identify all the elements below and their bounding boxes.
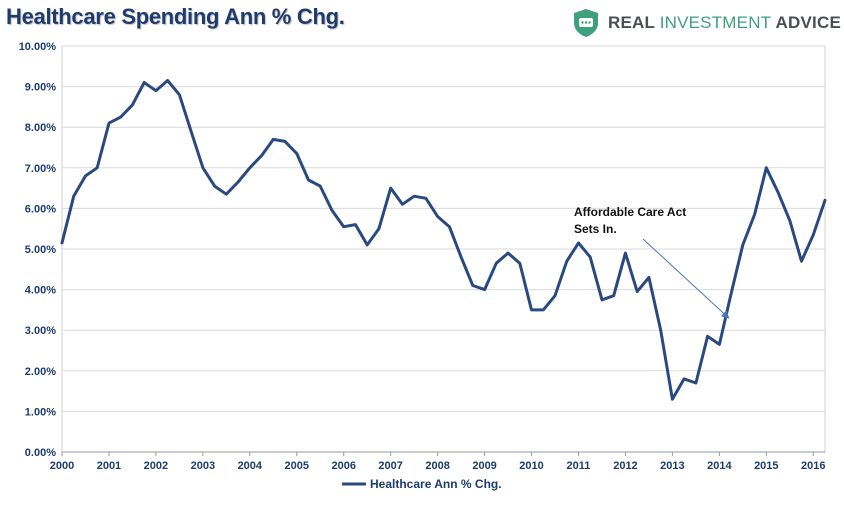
y-tick-label: 8.00% <box>25 122 56 134</box>
y-tick-label: 4.00% <box>25 285 56 297</box>
legend: Healthcare Ann % Chg. <box>342 477 502 491</box>
brand-name-part1: REAL <box>608 13 660 32</box>
y-tick-label: 3.00% <box>25 325 56 337</box>
y-tick-label: 5.00% <box>25 244 56 256</box>
y-tick-label: 2.00% <box>25 366 56 378</box>
brand-name: REAL INVESTMENT ADVICE <box>608 13 841 33</box>
y-tick-label: 1.00% <box>25 406 56 418</box>
x-tick-label: 2015 <box>754 460 778 472</box>
y-tick-label: 7.00% <box>25 163 56 175</box>
y-tick-label: 10.00% <box>19 41 57 53</box>
series-line <box>60 79 827 401</box>
x-tick-label: 2001 <box>97 460 121 472</box>
annotation-arrow <box>642 238 730 319</box>
x-tick-label: 2012 <box>613 460 637 472</box>
x-tick-label: 2016 <box>801 460 825 472</box>
x-tick-label: 2008 <box>425 460 449 472</box>
x-tick-label: 2010 <box>519 460 543 472</box>
annotation-text-line1: Affordable Care Act <box>574 205 686 219</box>
x-tick-label: 2000 <box>50 460 74 472</box>
y-axis: 0.00% 1.00% 2.00% 3.00% 4.00% 5.00% 6.00% 7.00%… <box>19 41 57 459</box>
gridlines <box>62 45 825 412</box>
x-tick-label: 2009 <box>472 460 496 472</box>
y-tick-label: 9.00% <box>25 82 56 94</box>
x-tick-label: 2007 <box>378 460 402 472</box>
x-tick-label: 2003 <box>191 460 215 472</box>
x-tick-label: 2005 <box>285 460 309 472</box>
chart-title: Healthcare Spending Ann % Chg. <box>6 4 345 29</box>
x-tick-label: 2006 <box>331 460 355 472</box>
shield-chat-icon <box>574 9 598 37</box>
legend-label: Healthcare Ann % Chg. <box>370 477 502 491</box>
brand-logo: REAL INVESTMENT ADVICE <box>572 8 841 38</box>
x-tick-label: 2013 <box>660 460 684 472</box>
x-axis: 2000 2001 2002 2003 2004 2005 2006 2007 2008 2009… <box>50 451 826 472</box>
x-tick-label: 2002 <box>144 460 168 472</box>
x-tick-label: 2004 <box>238 460 263 472</box>
y-tick-label: 0.00% <box>25 447 56 459</box>
brand-name-part3: ADVICE <box>771 13 841 32</box>
series-layer <box>60 79 827 401</box>
x-tick-label: 2011 <box>567 460 591 472</box>
y-tick-label: 6.00% <box>25 203 56 215</box>
annotation-text-line2: Sets In. <box>574 222 617 236</box>
brand-name-part2: INVESTMENT <box>659 13 772 32</box>
x-tick-label: 2014 <box>707 460 732 472</box>
annotation-layer: Affordable Care Act Sets In. <box>574 205 730 319</box>
